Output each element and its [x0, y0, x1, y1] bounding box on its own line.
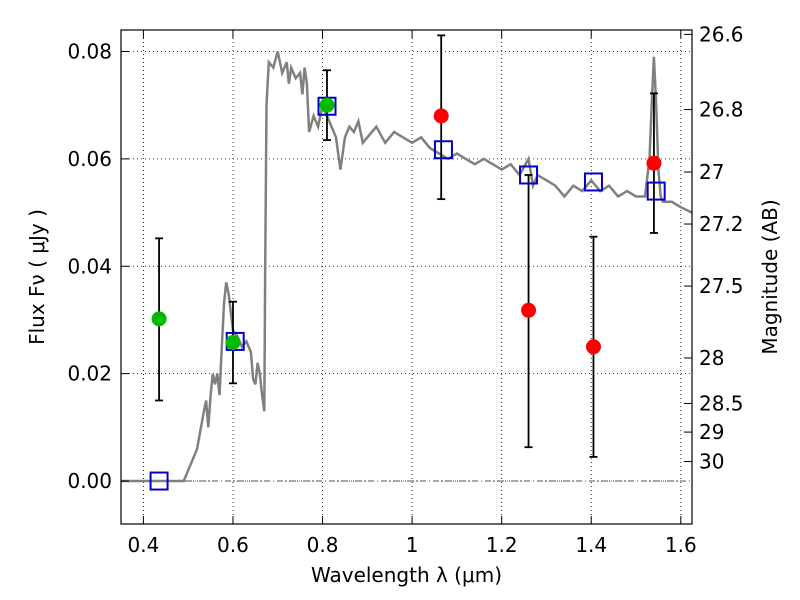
x-axis-ticks: 0.4 0.6 0.8 1 1.2 1.4 1.6 [127, 30, 697, 557]
detected-point [225, 335, 241, 351]
magnitude-tick-label: 28 [699, 346, 724, 370]
model-photometry-square [583, 172, 603, 192]
right-axis-label: Magnitude (AB) [758, 199, 782, 354]
x-tick-label: 1 [406, 533, 419, 557]
non-detected-point [646, 155, 662, 171]
magnitude-tick-label: 27.2 [699, 212, 744, 236]
non-detected-point [585, 339, 601, 355]
magnitude-tick-label: 27.5 [699, 274, 744, 298]
plot-frame [120, 29, 693, 525]
magnitude-axis-ticks: 26.6 26.8 27 27.2 27.5 28 28.5 29 30 [684, 22, 744, 474]
non-detected-point [433, 108, 449, 124]
x-tick-label: 0.6 [217, 533, 249, 557]
model-photometry-square [149, 471, 169, 491]
y-tick-label: 0.02 [67, 362, 112, 386]
model-photometry-square [433, 140, 453, 160]
y-axis-ticks: 0.00 0.02 0.04 0.06 0.08 [67, 39, 129, 493]
y-tick-label: 0.04 [67, 254, 112, 278]
magnitude-tick-label: 27 [699, 160, 724, 184]
x-tick-label: 0.8 [307, 533, 339, 557]
y-tick-label: 0.00 [67, 469, 112, 493]
data-points [149, 96, 666, 491]
x-axis-label: Wavelength λ (μm) [311, 563, 502, 587]
model-photometry-square [646, 181, 666, 201]
magnitude-tick-label: 30 [699, 450, 724, 474]
y-tick-label: 0.08 [67, 39, 112, 63]
y-tick-label: 0.06 [67, 147, 112, 171]
y-axis-label: Flux Fν ( μJy ) [25, 209, 49, 345]
magnitude-tick-label: 26.8 [699, 98, 744, 122]
magnitude-tick-label: 26.6 [699, 22, 744, 46]
magnitude-tick-label: 28.5 [699, 391, 744, 415]
detected-point [319, 97, 335, 113]
x-tick-label: 1.6 [665, 533, 697, 557]
x-tick-label: 1.2 [486, 533, 518, 557]
model-photometry-square [519, 165, 539, 185]
magnitude-tick-label: 29 [699, 420, 724, 444]
non-detected-point [521, 302, 537, 318]
x-tick-label: 0.4 [127, 533, 159, 557]
x-tick-label: 1.4 [575, 533, 607, 557]
detected-point [151, 311, 167, 327]
